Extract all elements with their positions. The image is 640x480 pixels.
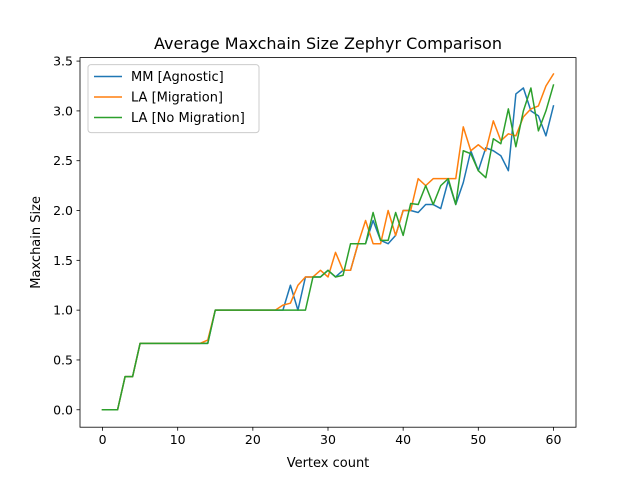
x-tick-label: 60 (546, 432, 562, 447)
legend: MM [Agnostic] LA [Migration] LA [No Migrat… (87, 64, 260, 134)
y-tick-label: 3.0 (53, 103, 73, 118)
y-tick-label: 1.0 (53, 303, 73, 318)
y-tick-label: 2.5 (53, 153, 73, 168)
y-axis-label: Maxchain Size (29, 196, 44, 289)
x-tick-label: 40 (395, 432, 411, 447)
legend-label-0: MM [Agnostic] (131, 70, 224, 85)
chart-title: Average Maxchain Size Zephyr Comparison (154, 34, 502, 53)
series-line-2 (101, 84, 555, 411)
y-tick-label: 1.5 (53, 253, 73, 268)
x-tick-label: 0 (99, 432, 107, 447)
legend-label-2: LA [No Migration] (131, 111, 245, 126)
x-tick-label: 20 (245, 432, 261, 447)
y-tick-label: 2.0 (53, 203, 73, 218)
y-tick-label: 3.5 (53, 54, 73, 69)
series-layer (101, 73, 555, 411)
y-axis: 0.0 0.5 1.0 1.5 2.0 2.5 3.0 3.5 (53, 54, 80, 417)
y-tick-label: 0.5 (53, 352, 73, 367)
x-tick-label: 50 (470, 432, 486, 447)
x-tick-label: 10 (170, 432, 186, 447)
y-tick-label: 0.0 (53, 402, 73, 417)
x-axis-label: Vertex count (287, 456, 370, 471)
x-axis: 0 10 20 30 40 50 60 (99, 427, 562, 447)
x-tick-label: 30 (320, 432, 336, 447)
plot-area: 0 10 20 30 40 50 60 0.0 0.5 1.0 1.5 2.0 2.5 3.0 3.5 (53, 54, 577, 447)
legend-label-1: LA [Migration] (131, 91, 223, 106)
legend-box (87, 64, 260, 134)
